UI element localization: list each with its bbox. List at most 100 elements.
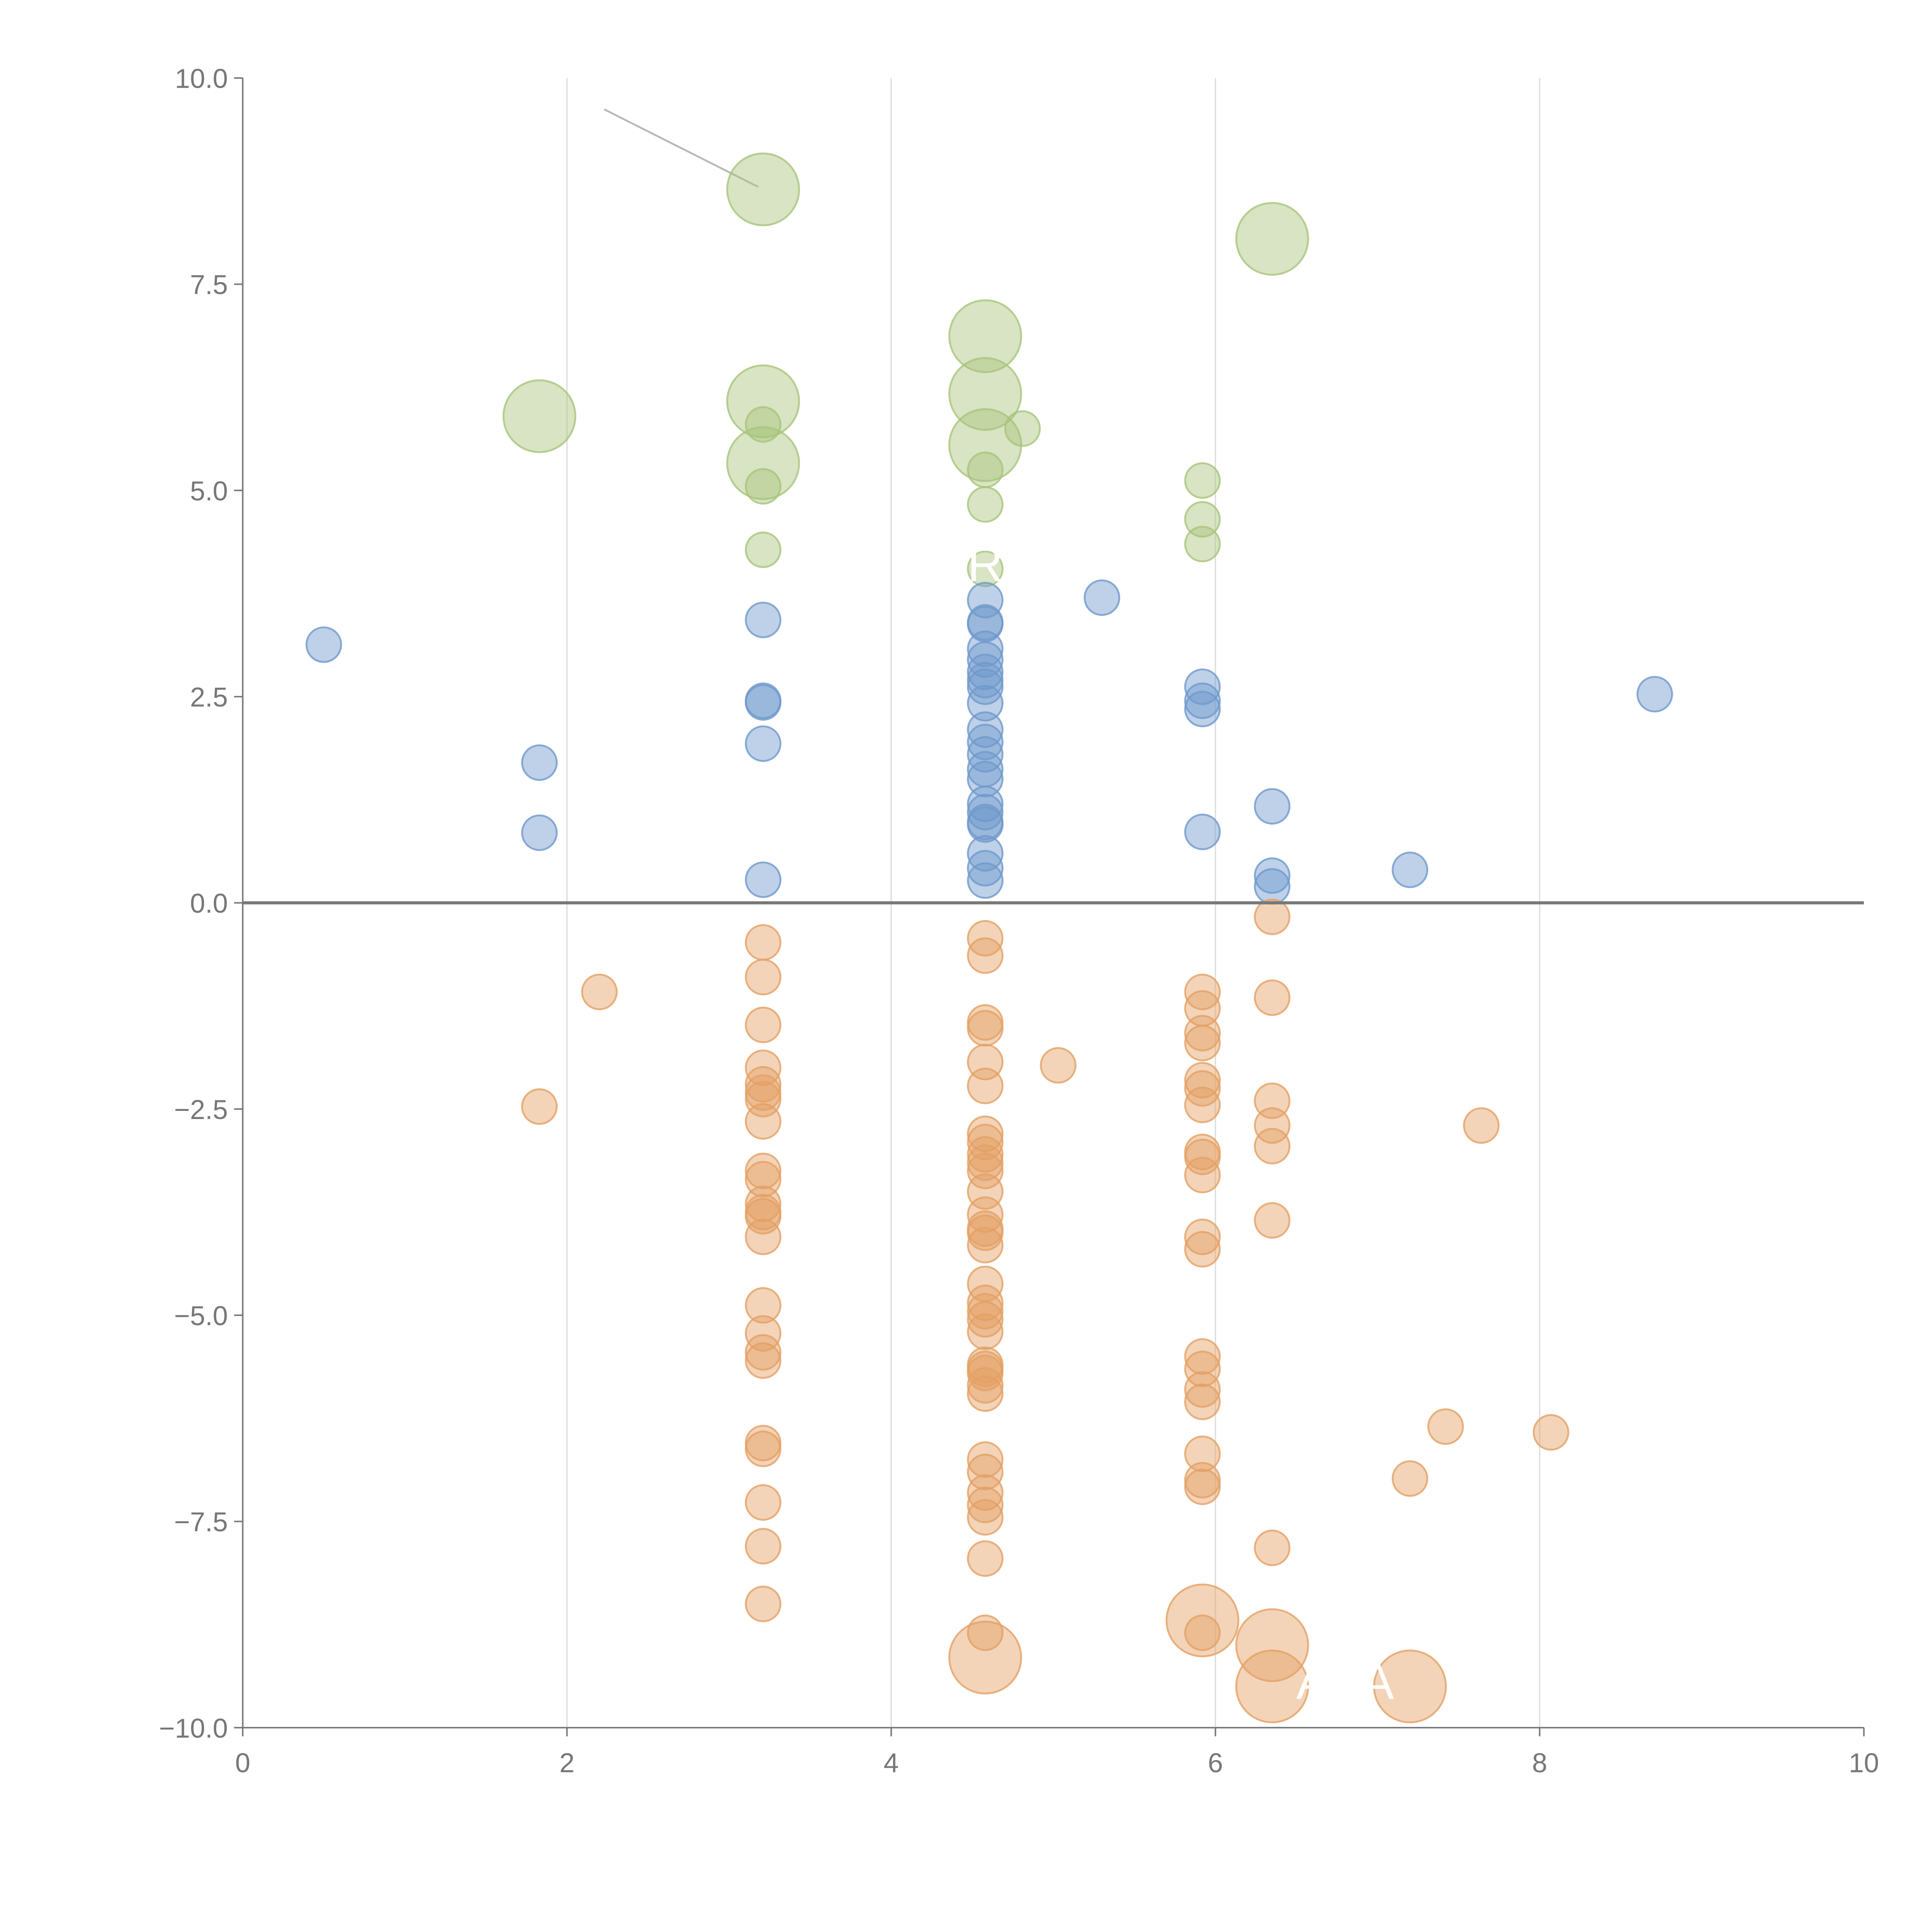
blue-data-point (745, 602, 782, 638)
annotation-leader-line (604, 108, 759, 188)
green-data-point (726, 426, 800, 500)
blue-data-point (1636, 676, 1673, 713)
orange-data-point (967, 1301, 1004, 1338)
blue-data-point (1254, 868, 1291, 905)
y-tick-label: −2.5 (174, 1094, 228, 1125)
orange-data-point (967, 1010, 1004, 1047)
orange-data-point (1373, 1649, 1447, 1723)
orange-data-point (1463, 1107, 1500, 1144)
y-tick-label: 0.0 (190, 888, 228, 918)
y-tick-label: −5.0 (174, 1300, 228, 1331)
orange-data-point (1184, 1025, 1221, 1061)
blue-data-point (1184, 682, 1221, 719)
green-data-point (1235, 202, 1309, 276)
green-data-point (745, 406, 782, 443)
orange-data-point (967, 1124, 1004, 1160)
blue-data-point (1184, 668, 1221, 705)
blue-data-point (1184, 813, 1221, 850)
blue-data-point (1083, 579, 1121, 616)
green-data-point (1184, 462, 1221, 499)
green-data-point (967, 550, 1004, 587)
annotation-label: A (1296, 1654, 1329, 1709)
orange-data-point (967, 1375, 1004, 1412)
orange-data-point (1184, 1156, 1221, 1194)
orange-data-point (1184, 1468, 1221, 1505)
blue-data-point (967, 653, 1004, 690)
orange-data-point (967, 1115, 1004, 1152)
y-tick-label: 7.5 (190, 269, 228, 300)
annotation-label: R (967, 537, 1003, 592)
orange-data-point (967, 1499, 1004, 1536)
x-tick-label: 4 (884, 1748, 899, 1778)
orange-data-point (967, 1144, 1004, 1181)
y-tick-label: 5.0 (190, 476, 228, 506)
orange-data-point (1235, 1649, 1309, 1723)
orange-data-point (1254, 979, 1291, 1016)
orange-data-point (745, 1334, 782, 1371)
orange-data-point (967, 1068, 1004, 1104)
blue-data-point (1254, 788, 1291, 825)
orange-data-point (967, 1354, 1004, 1391)
blue-data-point (745, 725, 782, 762)
y-tick-label: 10.0 (175, 63, 228, 94)
orange-data-point (745, 1315, 782, 1352)
x-tick-label: 6 (1208, 1748, 1223, 1778)
y-tick-label: 2.5 (190, 682, 228, 713)
orange-data-point (1254, 1202, 1291, 1239)
orange-data-point (1184, 1218, 1221, 1255)
orange-data-point (1165, 1583, 1240, 1658)
y-tick-label: −7.5 (174, 1507, 228, 1537)
orange-data-point (745, 1585, 782, 1622)
blue-data-point (967, 641, 1004, 678)
orange-data-point (745, 1198, 782, 1235)
green-data-point (726, 364, 800, 439)
orange-data-point (745, 1430, 782, 1467)
orange-data-point (521, 1088, 558, 1125)
orange-data-point (745, 959, 782, 995)
orange-data-point (967, 1486, 1004, 1524)
orange-data-point (745, 1066, 782, 1103)
orange-data-point (1391, 1460, 1429, 1497)
orange-data-point (1184, 1015, 1221, 1052)
orange-data-point (745, 1484, 782, 1521)
green-data-point (1004, 410, 1041, 447)
blue-data-point (521, 814, 558, 851)
x-tick-label: 8 (1532, 1748, 1547, 1778)
x-tick-label: 2 (560, 1748, 575, 1778)
green-data-point (502, 379, 577, 453)
orange-data-point (967, 1614, 1004, 1651)
orange-data-point (1040, 1047, 1077, 1084)
x-tick-label: 0 (235, 1748, 250, 1778)
orange-data-point (1184, 1231, 1221, 1268)
orange-data-point (745, 1007, 782, 1043)
orange-data-point (1427, 1408, 1464, 1445)
orange-data-point (581, 973, 618, 1010)
blue-data-point (1391, 851, 1429, 888)
orange-data-point (1254, 1128, 1291, 1165)
orange-data-point (745, 1153, 782, 1189)
blue-data-point (967, 850, 1004, 887)
orange-data-point (745, 1185, 782, 1222)
orange-data-point (745, 1218, 782, 1255)
orange-data-point (967, 1214, 1004, 1251)
orange-data-point (1254, 898, 1291, 935)
annotation-label: A (1361, 1654, 1394, 1709)
orange-data-point (745, 1103, 782, 1140)
blue-data-point (305, 626, 342, 663)
blue-data-point (1184, 690, 1221, 728)
orange-data-point (967, 1293, 1004, 1330)
orange-data-point (967, 1441, 1004, 1478)
orange-data-point (967, 937, 1004, 974)
green-data-point (948, 299, 1022, 373)
orange-data-point (1254, 1107, 1291, 1144)
y-tick-label: −10.0 (159, 1713, 228, 1743)
orange-data-point (745, 924, 782, 961)
green-data-point (745, 531, 782, 568)
green-data-point (967, 451, 1004, 488)
blue-data-point (967, 685, 1004, 722)
orange-data-point (967, 1153, 1004, 1189)
blue-data-point (967, 724, 1004, 760)
orange-data-point (745, 1342, 782, 1379)
orange-data-point (967, 1367, 1004, 1404)
orange-data-point (1235, 1608, 1309, 1682)
